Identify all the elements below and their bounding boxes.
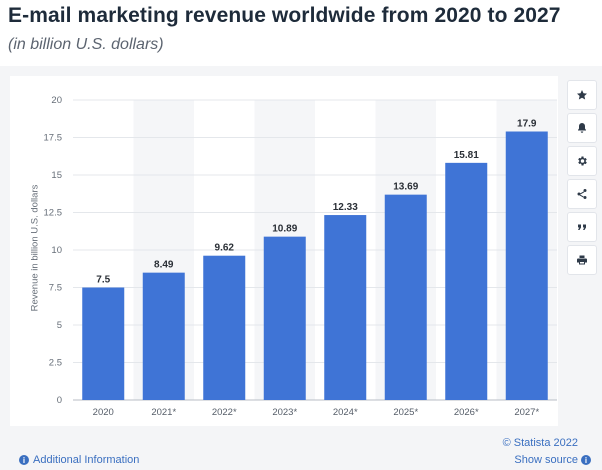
- settings-button[interactable]: [567, 146, 597, 176]
- data-label: 10.89: [272, 224, 297, 235]
- bar: [384, 194, 427, 400]
- cite-button[interactable]: [567, 212, 597, 242]
- y-tick-label: 0: [57, 395, 62, 406]
- favorite-button[interactable]: [567, 80, 597, 110]
- y-tick-label: 10: [51, 245, 62, 256]
- bar: [203, 255, 246, 400]
- x-tick-label: 2024*: [333, 407, 358, 418]
- show-source-link[interactable]: Show source i: [514, 454, 591, 466]
- data-label: 15.81: [454, 150, 479, 161]
- x-tick-label: 2022*: [212, 407, 237, 418]
- bar: [82, 287, 125, 400]
- show-source-label: Show source: [514, 454, 578, 466]
- x-tick-label: 2026*: [454, 407, 479, 418]
- print-icon: [577, 255, 587, 265]
- y-tick-label: 2.5: [49, 358, 62, 369]
- y-tick-label: 7.5: [49, 283, 62, 294]
- x-tick-label: 2027*: [514, 407, 539, 418]
- y-axis-label: Revenue in billion U.S. dollars: [29, 184, 41, 312]
- quote-icon: [578, 224, 586, 230]
- star-icon: [577, 90, 587, 100]
- y-tick-label: 12.5: [44, 208, 63, 219]
- y-tick-label: 17.5: [44, 133, 63, 144]
- x-tick-label: 2021*: [151, 407, 176, 418]
- data-label: 8.49: [154, 260, 174, 271]
- chart-toolbar: [567, 80, 597, 275]
- bar: [263, 236, 306, 400]
- bell-icon: [578, 123, 586, 133]
- additional-information-label: Additional Information: [33, 454, 140, 466]
- data-label: 7.5: [96, 275, 110, 286]
- data-label: 12.33: [333, 202, 358, 213]
- share-icon: [577, 189, 587, 199]
- bar: [505, 131, 548, 400]
- info-icon: i: [19, 455, 29, 465]
- bar: [142, 272, 185, 400]
- y-tick-label: 20: [51, 95, 62, 106]
- y-tick-label: 5: [57, 320, 62, 331]
- share-button[interactable]: [567, 179, 597, 209]
- notification-button[interactable]: [567, 113, 597, 143]
- x-tick-label: 2025*: [393, 407, 418, 418]
- x-tick-label: 2023*: [272, 407, 297, 418]
- x-tick-label: 2020: [93, 407, 114, 418]
- chart-subtitle: (in billion U.S. dollars): [8, 36, 164, 53]
- data-label: 9.62: [215, 243, 235, 254]
- additional-information-link[interactable]: i Additional Information: [19, 454, 139, 466]
- copyright-link[interactable]: © Statista 2022: [502, 437, 578, 449]
- bar: [445, 162, 488, 400]
- y-tick-label: 15: [51, 170, 62, 181]
- chart-title: E-mail marketing revenue worldwide from …: [8, 4, 561, 27]
- gear-icon: [578, 156, 587, 166]
- print-button[interactable]: [567, 245, 597, 275]
- bar: [324, 215, 367, 400]
- data-label: 17.9: [517, 119, 537, 130]
- info-icon: i: [581, 455, 591, 465]
- data-label: 13.69: [393, 182, 418, 193]
